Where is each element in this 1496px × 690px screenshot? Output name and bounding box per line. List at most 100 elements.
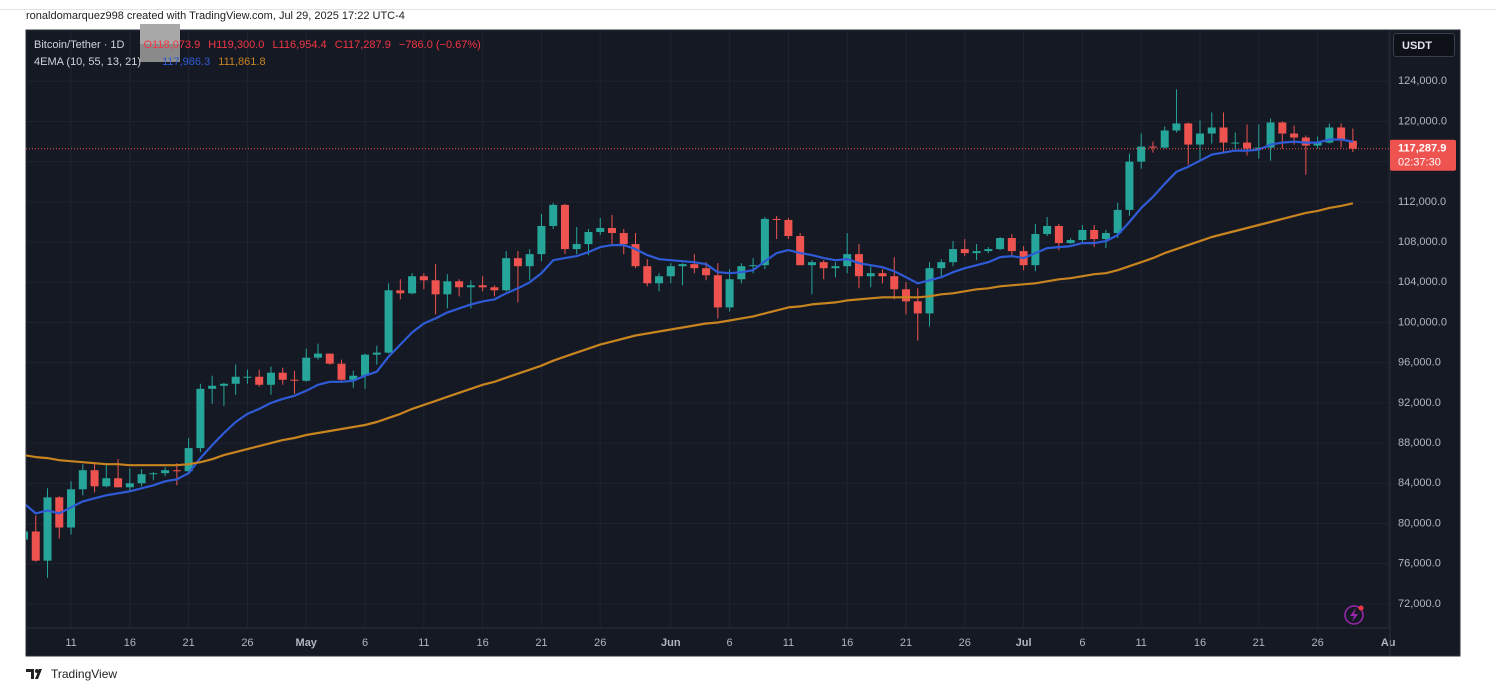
candle-body [137, 474, 146, 484]
candle-body [513, 258, 522, 267]
axes: 124,000.0120,000.0116,000.0112,000.0108,… [26, 30, 1456, 656]
candle-body [1313, 142, 1322, 146]
lightning-icon[interactable] [1344, 605, 1364, 625]
candle-body [1278, 122, 1287, 134]
candle-body [725, 279, 734, 308]
candle-body [1066, 240, 1075, 244]
footer: TradingView [26, 667, 117, 681]
candle-body [419, 276, 428, 281]
candle-body [396, 290, 405, 294]
candle-body [208, 385, 217, 389]
candle-body [243, 376, 252, 378]
candle-body [443, 281, 452, 295]
candle-body [1125, 161, 1134, 210]
low-label: L116,954.4 [272, 39, 327, 51]
grid [26, 30, 1390, 628]
candle-body [490, 287, 499, 291]
candle-body [854, 254, 863, 277]
candle-body [502, 258, 511, 291]
candle-body [690, 264, 699, 269]
ema-line [26, 202, 1354, 467]
x-tick-label: 26 [594, 637, 606, 649]
x-tick-label: 11 [65, 637, 76, 649]
candle-body [408, 276, 417, 294]
x-tick-label: 21 [1253, 637, 1265, 649]
candle-body [337, 363, 346, 380]
currency-button[interactable]: USDT [1393, 33, 1455, 57]
candle-body [26, 531, 28, 540]
candle-body [1113, 209, 1122, 234]
candle-body [560, 204, 569, 250]
candle-body [172, 470, 181, 472]
x-tick-label: 21 [535, 637, 547, 649]
y-tick-label: 108,000.0 [1398, 236, 1447, 248]
candle-body [878, 273, 887, 277]
candle-body [902, 289, 910, 302]
candle-body [631, 244, 640, 267]
y-tick-label: 80,000.0 [1398, 517, 1441, 529]
candle-body [361, 354, 370, 376]
lightning-glyph [1350, 608, 1358, 622]
candle-body [1184, 123, 1193, 145]
candle-body [796, 236, 805, 266]
open-label: O118,073.9 [143, 39, 201, 51]
x-tick-label: 6 [1079, 637, 1085, 649]
y-tick-label: 104,000.0 [1398, 276, 1447, 288]
candle-body [925, 268, 934, 314]
last-price-box [1390, 139, 1456, 171]
x-tick-label: 21 [183, 637, 195, 649]
symbol-legend: Bitcoin/Tether · 1D O118,073.9 H119,300.… [34, 39, 486, 51]
candle-body [643, 266, 652, 284]
candle-body [43, 497, 52, 561]
x-tick-label: 16 [477, 637, 489, 649]
x-tick-label: 11 [1135, 637, 1146, 649]
candle-body [1348, 140, 1357, 149]
candle-body [1054, 225, 1063, 244]
x-tick-label: 11 [783, 637, 794, 649]
candle-body [549, 204, 558, 226]
x-tick-label: 26 [241, 637, 253, 649]
candle-body [655, 276, 664, 284]
brand: TradingView [51, 667, 118, 681]
redaction [140, 24, 180, 44]
candle-body [219, 383, 228, 386]
candle-body [749, 265, 758, 267]
candle-body [290, 379, 299, 381]
candle-body [466, 285, 475, 288]
candle-body [1137, 146, 1146, 162]
candle-body [619, 233, 628, 245]
candle-body [1290, 133, 1299, 138]
candle-body [572, 244, 581, 250]
candle-body [1090, 230, 1099, 240]
change-label: −786.0 (−0.67%) [398, 39, 481, 51]
candle-body [149, 473, 158, 475]
candle-body [525, 254, 534, 267]
plot [26, 89, 1390, 578]
x-tick-label: Au [1381, 637, 1396, 649]
candle-body [1148, 146, 1157, 148]
candle-body [90, 470, 99, 487]
candle-body [1243, 142, 1252, 149]
candle-body [819, 262, 828, 269]
candle-body [984, 249, 993, 252]
candle-body [1196, 133, 1204, 145]
y-tick-label: 88,000.0 [1398, 437, 1441, 449]
x-tick-label: 21 [900, 637, 912, 649]
candle-body [772, 218, 781, 220]
candle-body [384, 290, 393, 353]
candle-body [266, 372, 275, 385]
candle-body [349, 375, 358, 380]
y-tick-label: 76,000.0 [1398, 558, 1441, 570]
candle-body [1219, 127, 1228, 143]
candle-body [255, 376, 264, 385]
y-tick-label: 96,000.0 [1398, 357, 1441, 369]
candle-body [608, 227, 616, 234]
x-tick-label: 16 [1194, 637, 1206, 649]
candle-body [949, 249, 958, 263]
candle-body [702, 268, 711, 276]
credit-line: ronaldomarquez998 created with TradingVi… [26, 10, 405, 22]
candle-body [455, 281, 464, 288]
candle-body [31, 531, 40, 561]
redaction [140, 44, 180, 62]
